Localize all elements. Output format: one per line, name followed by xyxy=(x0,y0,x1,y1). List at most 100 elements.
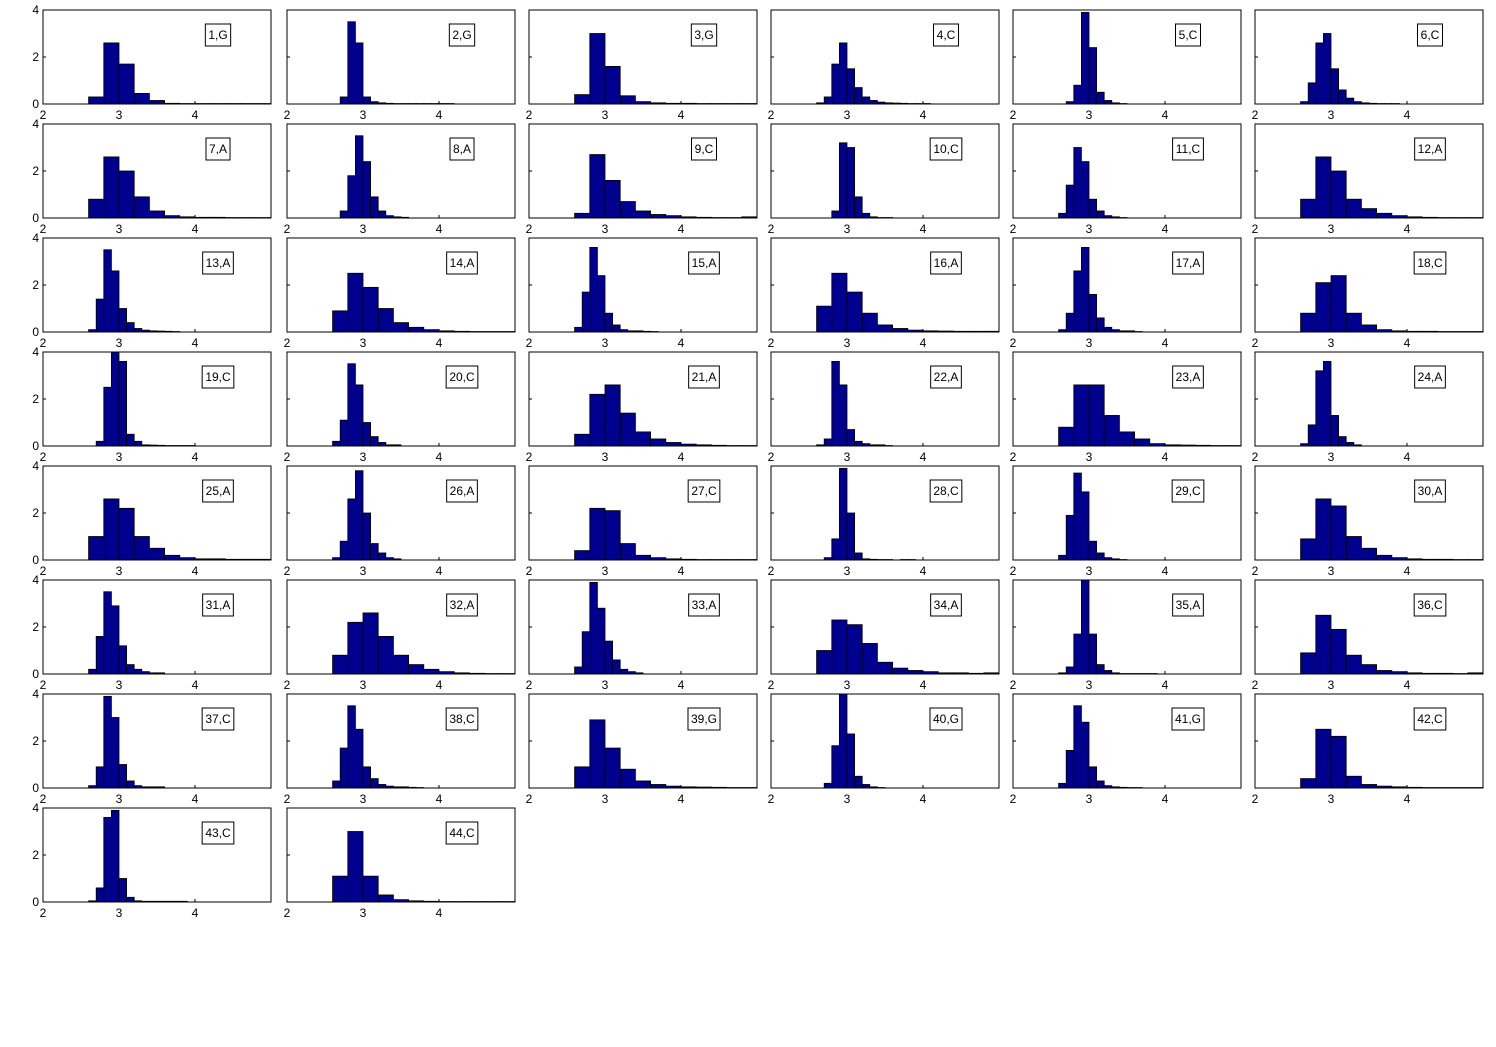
bar xyxy=(164,900,173,903)
x-tick-label: 2 xyxy=(768,336,775,350)
x-tick-label: 4 xyxy=(1404,222,1411,236)
bar xyxy=(156,900,165,903)
bar xyxy=(362,161,371,219)
bar xyxy=(1081,246,1090,333)
annotation: 40,G xyxy=(933,712,959,726)
bar xyxy=(141,671,150,675)
x-tick-label: 4 xyxy=(436,336,443,350)
subplot: 2 3 4 42,C xyxy=(1252,693,1484,806)
bar xyxy=(711,444,728,447)
bar xyxy=(1353,101,1362,105)
bar xyxy=(1111,329,1120,333)
bar xyxy=(899,102,909,105)
x-tick-label: 4 xyxy=(192,222,199,236)
bar xyxy=(1096,91,1105,105)
bar xyxy=(141,444,150,447)
x-tick-label: 3 xyxy=(360,222,367,236)
annotation: 2,G xyxy=(452,28,471,42)
bar xyxy=(332,557,341,561)
bar xyxy=(133,196,150,219)
x-tick-label: 4 xyxy=(436,906,443,920)
x-tick-label: 2 xyxy=(526,450,533,464)
bar xyxy=(1361,102,1370,105)
x-tick-label: 2 xyxy=(1252,450,1259,464)
x-tick-label: 3 xyxy=(116,108,123,122)
bar xyxy=(133,785,143,789)
annotation: 43,C xyxy=(205,826,231,840)
bar xyxy=(468,672,485,675)
bar xyxy=(877,661,894,675)
annotation: 16,A xyxy=(934,256,959,270)
bar xyxy=(1058,426,1075,447)
annotation-box xyxy=(446,479,478,503)
subplot: 2 3 4 17,A xyxy=(1010,237,1242,350)
x-tick-label: 2 xyxy=(284,564,291,578)
bar xyxy=(347,621,364,675)
x-tick-label: 4 xyxy=(920,450,927,464)
bar xyxy=(1103,415,1120,447)
x-tick-label: 2 xyxy=(284,450,291,464)
bar xyxy=(650,557,667,561)
bar xyxy=(619,543,636,561)
annotation-box xyxy=(1414,137,1446,161)
annotation: 13,A xyxy=(206,256,231,270)
bar xyxy=(133,93,150,105)
bar xyxy=(354,135,364,219)
annotation: 1,G xyxy=(208,28,227,42)
bar xyxy=(861,643,878,675)
bar xyxy=(362,512,371,561)
x-tick-label: 3 xyxy=(1086,222,1093,236)
y-tick-label: 2 xyxy=(32,734,39,748)
bar xyxy=(1111,102,1120,105)
bar xyxy=(1376,329,1393,333)
bar xyxy=(118,507,135,561)
bar xyxy=(1406,558,1423,561)
bar xyxy=(619,329,629,333)
x-tick-label: 3 xyxy=(1328,336,1335,350)
subplot: 2 3 4 23,A xyxy=(1010,351,1242,464)
bar xyxy=(574,666,583,675)
bar xyxy=(695,444,712,447)
bar xyxy=(854,440,863,447)
bar xyxy=(179,900,188,903)
annotation-box xyxy=(690,137,718,161)
bar xyxy=(118,360,127,447)
bar xyxy=(347,705,356,789)
x-tick-label: 3 xyxy=(360,564,367,578)
bar xyxy=(118,63,135,105)
x-tick-label: 3 xyxy=(602,450,609,464)
bar xyxy=(179,557,196,561)
bar xyxy=(1088,766,1097,789)
bar xyxy=(1345,654,1362,675)
bar xyxy=(741,216,758,219)
annotation: 3,G xyxy=(694,28,713,42)
plot-area xyxy=(1254,237,1484,333)
x-tick-label: 4 xyxy=(436,564,443,578)
bar xyxy=(1345,97,1355,105)
annotation-box xyxy=(446,251,478,275)
bar xyxy=(635,554,652,561)
bar xyxy=(111,605,120,675)
plot-area xyxy=(1254,9,1484,105)
bar xyxy=(1330,628,1347,675)
x-tick-label: 2 xyxy=(768,564,775,578)
x-tick-label: 2 xyxy=(768,108,775,122)
subplot: 2 3 4 26,A xyxy=(284,465,516,578)
bar xyxy=(1081,11,1090,105)
bar xyxy=(438,330,455,333)
bar xyxy=(133,440,143,447)
x-tick-label: 3 xyxy=(360,108,367,122)
bar xyxy=(1195,444,1212,447)
bar xyxy=(574,550,591,561)
y-tick-label: 4 xyxy=(32,117,39,131)
plot-area xyxy=(1254,579,1484,675)
bar xyxy=(377,552,387,561)
x-tick-label: 4 xyxy=(1162,792,1169,806)
annotation-box xyxy=(1414,365,1446,389)
bar xyxy=(619,768,636,789)
bar xyxy=(362,96,371,105)
bar xyxy=(839,42,848,105)
bar xyxy=(1103,100,1113,105)
bar xyxy=(839,384,848,447)
